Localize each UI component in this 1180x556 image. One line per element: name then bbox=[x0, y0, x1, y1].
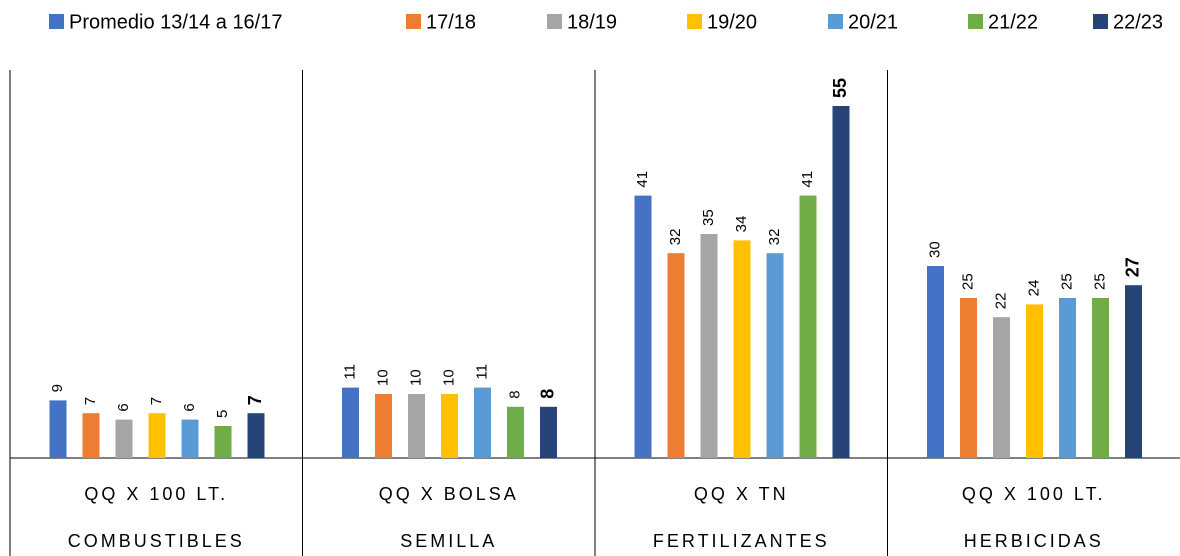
bar bbox=[375, 394, 392, 458]
legend-marker bbox=[406, 14, 421, 29]
legend-marker bbox=[1093, 14, 1108, 29]
category-label: FERTILIZANTES bbox=[653, 531, 830, 551]
value-label: 6 bbox=[115, 403, 132, 411]
value-label: 25 bbox=[1058, 273, 1075, 290]
bar bbox=[1125, 285, 1142, 458]
value-label: 7 bbox=[245, 395, 265, 405]
bar bbox=[408, 394, 425, 458]
legend-label: 20/21 bbox=[848, 11, 898, 33]
bar bbox=[832, 106, 850, 458]
bar bbox=[49, 400, 67, 458]
bar bbox=[181, 419, 199, 458]
value-label: 27 bbox=[1122, 257, 1142, 277]
value-label: 10 bbox=[440, 369, 457, 386]
sub-category-label: QQ X 100 LT. bbox=[84, 484, 228, 504]
legend-label: Promedio 13/14 a 16/17 bbox=[69, 11, 283, 33]
bar bbox=[667, 253, 685, 458]
bar bbox=[1059, 298, 1076, 458]
value-label: 11 bbox=[473, 364, 490, 380]
value-label: 8 bbox=[506, 390, 523, 398]
bar bbox=[634, 195, 652, 458]
bar bbox=[927, 266, 944, 458]
sub-category-label: QQ X 100 LT. bbox=[962, 484, 1106, 504]
legend-label: 19/20 bbox=[707, 11, 757, 33]
bar bbox=[700, 234, 718, 458]
bar bbox=[507, 406, 524, 458]
value-label: 35 bbox=[700, 209, 717, 226]
legend-marker bbox=[49, 14, 64, 29]
category-label: HERBICIDAS bbox=[964, 531, 1104, 551]
value-label: 7 bbox=[82, 397, 99, 405]
bar bbox=[1026, 304, 1043, 458]
value-label: 11 bbox=[341, 364, 358, 380]
bar bbox=[441, 394, 458, 458]
value-label: 5 bbox=[214, 410, 231, 418]
value-label: 6 bbox=[181, 403, 198, 411]
bar bbox=[474, 387, 491, 458]
bar bbox=[115, 419, 133, 458]
sub-category-label: QQ X BOLSA bbox=[379, 484, 519, 504]
bar bbox=[148, 413, 166, 458]
bar bbox=[799, 195, 817, 458]
value-label: 30 bbox=[926, 241, 943, 258]
bar bbox=[993, 317, 1010, 458]
bar bbox=[342, 387, 359, 458]
legend-label: 17/18 bbox=[426, 11, 476, 33]
value-label: 10 bbox=[374, 369, 391, 386]
value-label: 55 bbox=[830, 78, 850, 98]
legend-label: 22/23 bbox=[1113, 11, 1163, 33]
value-label: 7 bbox=[148, 397, 165, 405]
legend-label: 18/19 bbox=[567, 11, 617, 33]
value-label: 9 bbox=[49, 384, 66, 392]
bar bbox=[733, 240, 751, 458]
bar bbox=[247, 413, 265, 458]
value-label: 41 bbox=[634, 171, 651, 188]
bar bbox=[82, 413, 100, 458]
legend-marker bbox=[828, 14, 843, 29]
legend-marker bbox=[547, 14, 562, 29]
bar bbox=[766, 253, 784, 458]
value-label: 24 bbox=[1025, 280, 1042, 297]
category-label: SEMILLA bbox=[400, 531, 497, 551]
bar bbox=[1092, 298, 1109, 458]
legend-label: 21/22 bbox=[988, 11, 1038, 33]
value-label: 22 bbox=[992, 293, 1009, 310]
value-label: 25 bbox=[1091, 273, 1108, 290]
value-label: 8 bbox=[537, 389, 557, 399]
value-label: 32 bbox=[667, 229, 684, 246]
value-label: 25 bbox=[959, 273, 976, 290]
value-label: 34 bbox=[733, 216, 750, 233]
legend-marker bbox=[687, 14, 702, 29]
category-label: COMBUSTIBLES bbox=[68, 531, 245, 551]
bar bbox=[960, 298, 977, 458]
value-label: 32 bbox=[766, 229, 783, 246]
bar bbox=[540, 406, 557, 458]
value-label: 10 bbox=[407, 369, 424, 386]
value-label: 41 bbox=[799, 171, 816, 188]
bar bbox=[214, 426, 232, 458]
legend-marker bbox=[968, 14, 983, 29]
sub-category-label: QQ X TN bbox=[694, 484, 789, 504]
